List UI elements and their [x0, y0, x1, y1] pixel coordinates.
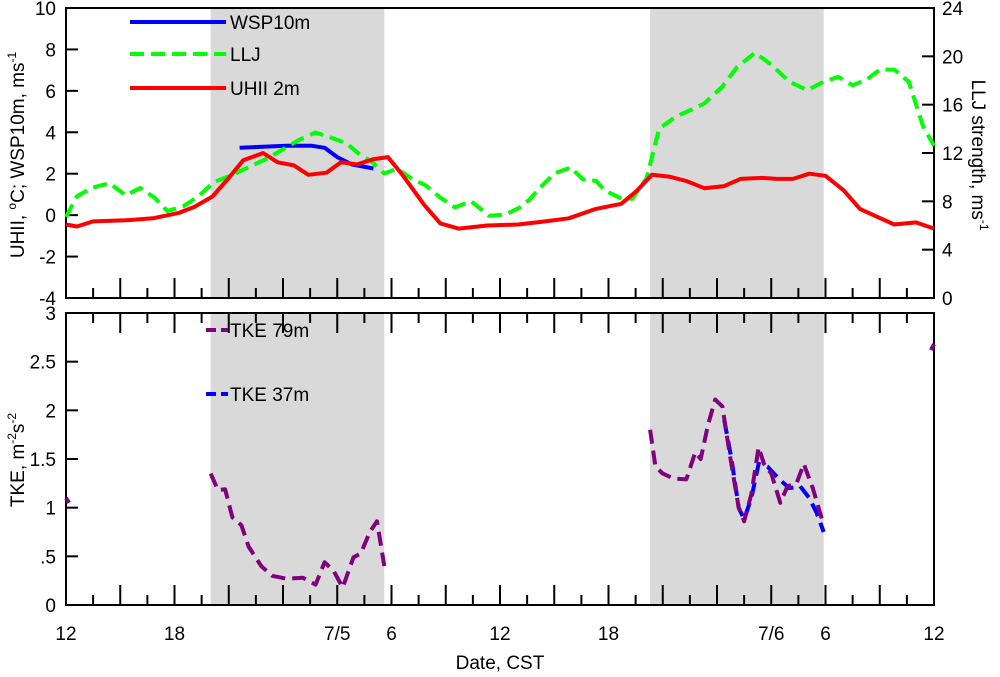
night-shading [210, 8, 824, 605]
x-tick-label: 7/5 [324, 624, 350, 645]
tke-79m-edge-right [929, 343, 936, 351]
ylabel-mid: C; WSP10m, ms [8, 63, 29, 203]
top-y-tick-label: 0 [45, 206, 56, 227]
top-y-tick-label: 10 [35, 0, 56, 20]
top-y2-tick-label: 8 [942, 192, 953, 213]
night-shade-top-1 [650, 8, 824, 298]
top-legend: WSP10m LLJ UHII 2m [130, 13, 310, 100]
x-tick-label: 6 [820, 624, 831, 645]
x-tick-label: 12 [923, 624, 944, 645]
bottom-y-tick-label: 0 [45, 596, 56, 617]
legend-label-wsp10m: WSP10m [230, 13, 310, 34]
top-series-group [64, 50, 936, 231]
night-shade-bottom-0 [210, 313, 385, 605]
y2label-sup: -1 [977, 220, 991, 231]
top-y-tick-label: 2 [45, 165, 56, 186]
tke-label-a: TKE, m [8, 444, 29, 507]
x-tick-label: 12 [489, 624, 510, 645]
tke-79m-line-night2 [648, 397, 826, 526]
legend-label-tke-79m: TKE 79m [230, 321, 309, 342]
top-y2-tick-label: 12 [942, 144, 963, 165]
tke-label-s2: -2 [5, 413, 19, 424]
top-y2-tick-label: 4 [942, 241, 953, 262]
top-y2-tick-label: 0 [942, 289, 953, 310]
top-y2-tick-label: 16 [942, 96, 963, 117]
x-tick-label: 7/6 [758, 624, 784, 645]
night-shade-bottom-1 [650, 313, 824, 605]
x-tick-label: 18 [598, 624, 619, 645]
bottom-legend: TKE 79m TKE 37m [206, 321, 309, 406]
top-left-axis: -4 -2 0 2 4 6 8 10 [35, 0, 78, 310]
bottom-series-group [64, 343, 936, 590]
top-right-axis: 0 4 8 12 16 20 24 [922, 0, 964, 310]
bottom-x-axis: 12 18 7/5 6 12 18 7/6 6 12 [55, 313, 945, 645]
uhii-2m-line [65, 151, 935, 231]
legend-label-tke-37m: TKE 37m [230, 385, 309, 406]
tke-label-s1: -2 [5, 433, 19, 444]
top-y-tick-label: 6 [45, 82, 56, 103]
bottom-left-axis-title: TKE, m-2s-2 [5, 413, 29, 508]
top-right-axis-title: LLJ strength, ms-1 [967, 79, 991, 230]
top-y-tick-label: -4 [39, 289, 56, 310]
tke-79m-edge-left [64, 496, 71, 504]
bottom-y-tick-label: 2.5 [30, 353, 56, 374]
legend-label-llj: LLJ [230, 45, 261, 66]
llj-line [64, 50, 936, 218]
x-tick-label: 18 [164, 624, 185, 645]
top-y2-tick-label: 20 [942, 47, 963, 68]
bottom-y-tick-label: 2 [45, 401, 56, 422]
x-tick-label: 6 [386, 624, 397, 645]
x-axis-title: Date, CST [456, 653, 545, 674]
ylabel-sup: -1 [5, 52, 19, 63]
top-y-tick-label: 4 [45, 123, 56, 144]
x-tick-label: 12 [55, 624, 76, 645]
top-y-tick-label: 8 [45, 40, 56, 61]
ylabel-deg: o [5, 203, 19, 210]
tke-79m-line-night1 [208, 472, 387, 590]
top-x-ticks [65, 278, 935, 298]
top-y2-tick-label: 24 [942, 0, 964, 20]
tke-label-b: s [8, 424, 29, 434]
bottom-y-tick-label: 1.5 [30, 450, 56, 471]
y2label-main: LLJ strength, ms [967, 79, 988, 219]
bottom-left-axis: 0 .5 1 1.5 2 2.5 3 [30, 304, 78, 617]
bottom-y-tick-label: .5 [40, 547, 56, 568]
bottom-y-tick-label: 1 [45, 499, 56, 520]
ylabel-prefix: UHII, [8, 210, 29, 259]
top-left-axis-title: UHII, oC; WSP10m, ms-1 [5, 52, 29, 259]
top-y-tick-label: -2 [39, 248, 56, 269]
bottom-y-tick-label: 3 [45, 304, 56, 325]
legend-label-uhii-2m: UHII 2m [230, 79, 300, 100]
